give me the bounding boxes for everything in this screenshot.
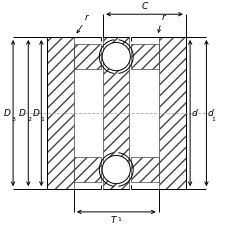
Text: T: T xyxy=(110,216,116,225)
Text: D: D xyxy=(4,109,11,118)
Text: 3: 3 xyxy=(12,117,16,122)
Text: 1: 1 xyxy=(117,217,121,222)
Text: C: C xyxy=(141,2,147,11)
Bar xyxy=(131,44,158,69)
Circle shape xyxy=(102,155,130,184)
Text: d: d xyxy=(207,109,212,118)
Bar xyxy=(131,157,158,182)
Bar xyxy=(103,37,129,189)
Text: 2: 2 xyxy=(27,117,31,122)
Bar xyxy=(46,37,74,189)
Circle shape xyxy=(102,42,130,71)
Bar xyxy=(74,157,101,182)
Text: D: D xyxy=(19,109,26,118)
Text: 1: 1 xyxy=(210,117,214,122)
Text: r: r xyxy=(84,13,88,22)
Bar xyxy=(158,37,185,189)
Text: D: D xyxy=(32,109,39,118)
Text: r: r xyxy=(161,13,164,22)
Text: d: d xyxy=(190,109,196,118)
Text: 1: 1 xyxy=(40,117,44,122)
Bar xyxy=(74,44,101,69)
